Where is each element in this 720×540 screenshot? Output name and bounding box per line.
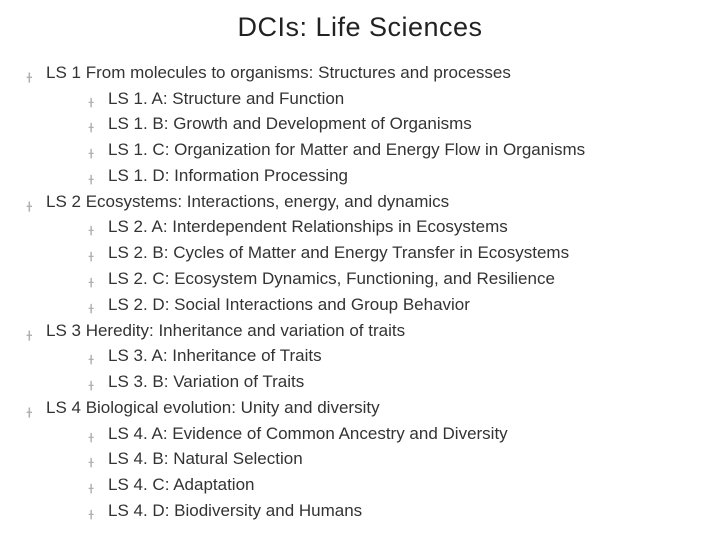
list-item-l1-label: LS 2 Ecosystems: Interactions, energy, a… [46, 190, 449, 215]
list-item-l2: ߪLS 1. B: Growth and Development of Orga… [88, 112, 700, 137]
list-item-l2-label: LS 4. B: Natural Selection [108, 447, 303, 472]
list-item-l2-label: LS 4. D: Biodiversity and Humans [108, 499, 362, 524]
bullet-icon: ߪ [88, 241, 108, 266]
list-item-l2: ߪLS 1. A: Structure and Function [88, 87, 700, 112]
bullet-icon: ߪ [88, 138, 108, 163]
list-item-l2: ߪLS 4. D: Biodiversity and Humans [88, 499, 700, 524]
bullet-icon: ߪ [88, 370, 108, 395]
list-item-l1-label: LS 1 From molecules to organisms: Struct… [46, 61, 511, 86]
bullet-icon: ߪ [88, 87, 108, 112]
bullet-icon: ߪ [88, 499, 108, 524]
list-item-l2-label: LS 2. C: Ecosystem Dynamics, Functioning… [108, 267, 555, 292]
list-item-l2-label: LS 4. C: Adaptation [108, 473, 255, 498]
list-item-l1: ߪLS 2 Ecosystems: Interactions, energy, … [26, 190, 700, 215]
list-item-l2: ߪLS 4. B: Natural Selection [88, 447, 700, 472]
list-item-l1: ߪLS 3 Heredity: Inheritance and variatio… [26, 319, 700, 344]
bullet-icon: ߪ [88, 447, 108, 472]
bullet-icon: ߪ [88, 422, 108, 447]
bullet-icon: ߪ [26, 61, 46, 86]
bullet-icon: ߪ [26, 190, 46, 215]
list-item-l2: ߪLS 2. C: Ecosystem Dynamics, Functionin… [88, 267, 700, 292]
list-item-l1-label: LS 3 Heredity: Inheritance and variation… [46, 319, 405, 344]
bullet-icon: ߪ [88, 164, 108, 189]
bullet-icon: ߪ [88, 215, 108, 240]
outline-list: ߪLS 1 From molecules to organisms: Struc… [20, 61, 700, 524]
bullet-icon: ߪ [26, 396, 46, 421]
list-item-l1: ߪLS 4 Biological evolution: Unity and di… [26, 396, 700, 421]
list-item-l2-label: LS 2. B: Cycles of Matter and Energy Tra… [108, 241, 569, 266]
list-item-l2-label: LS 2. D: Social Interactions and Group B… [108, 293, 470, 318]
list-item-l1-label: LS 4 Biological evolution: Unity and div… [46, 396, 380, 421]
list-item-l2: ߪLS 2. D: Social Interactions and Group … [88, 293, 700, 318]
list-item-l2: ߪLS 2. B: Cycles of Matter and Energy Tr… [88, 241, 700, 266]
list-item-l2: ߪLS 4. A: Evidence of Common Ancestry an… [88, 422, 700, 447]
slide-title: DCIs: Life Sciences [20, 12, 700, 43]
list-item-l2: ߪLS 1. D: Information Processing [88, 164, 700, 189]
list-item-l2-label: LS 1. B: Growth and Development of Organ… [108, 112, 472, 137]
list-item-l2: ߪLS 3. B: Variation of Traits [88, 370, 700, 395]
list-item-l2-label: LS 4. A: Evidence of Common Ancestry and… [108, 422, 508, 447]
list-item-l2-label: LS 3. B: Variation of Traits [108, 370, 304, 395]
bullet-icon: ߪ [88, 267, 108, 292]
list-item-l2-label: LS 1. A: Structure and Function [108, 87, 344, 112]
list-item-l2: ߪLS 3. A: Inheritance of Traits [88, 344, 700, 369]
list-item-l2: ߪLS 1. C: Organization for Matter and En… [88, 138, 700, 163]
list-item-l1: ߪLS 1 From molecules to organisms: Struc… [26, 61, 700, 86]
list-item-l2: ߪLS 2. A: Interdependent Relationships i… [88, 215, 700, 240]
bullet-icon: ߪ [88, 293, 108, 318]
list-item-l2-label: LS 1. D: Information Processing [108, 164, 348, 189]
bullet-icon: ߪ [26, 319, 46, 344]
list-item-l2-label: LS 3. A: Inheritance of Traits [108, 344, 322, 369]
list-item-l2-label: LS 1. C: Organization for Matter and Ene… [108, 138, 585, 163]
list-item-l2-label: LS 2. A: Interdependent Relationships in… [108, 215, 508, 240]
bullet-icon: ߪ [88, 112, 108, 137]
slide: DCIs: Life Sciences ߪLS 1 From molecules… [0, 0, 720, 540]
list-item-l2: ߪLS 4. C: Adaptation [88, 473, 700, 498]
bullet-icon: ߪ [88, 344, 108, 369]
bullet-icon: ߪ [88, 473, 108, 498]
